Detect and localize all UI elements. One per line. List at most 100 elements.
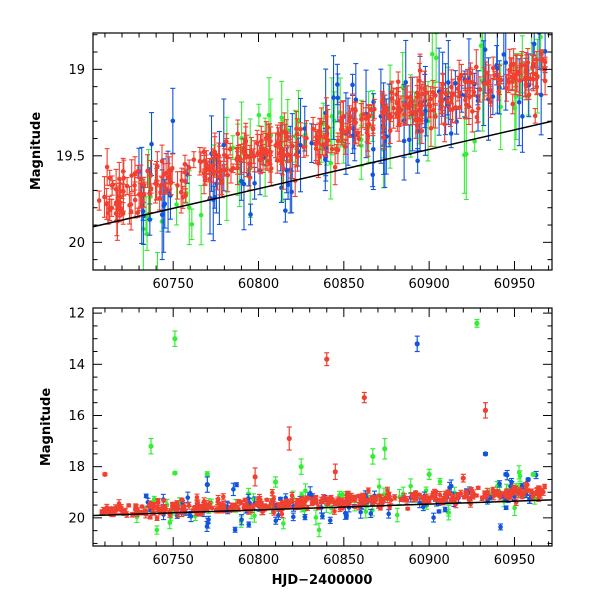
point-marker — [387, 128, 393, 134]
point-marker — [497, 481, 502, 487]
data-point-red — [513, 69, 519, 88]
data-point-red — [109, 198, 115, 217]
data-point-red — [264, 497, 270, 503]
point-marker — [220, 179, 225, 184]
data-point-green — [280, 517, 286, 530]
point-marker — [511, 61, 516, 67]
data-point-red — [370, 119, 376, 137]
data-point-red — [481, 67, 487, 101]
point-marker — [384, 105, 390, 111]
data-point-red — [206, 163, 212, 176]
point-marker — [516, 99, 522, 105]
data-point-blue — [503, 505, 509, 511]
point-marker — [162, 201, 168, 207]
point-marker — [149, 141, 154, 147]
point-marker — [168, 193, 173, 198]
point-marker — [159, 158, 165, 164]
point-marker — [174, 202, 179, 207]
data-point-red — [389, 82, 395, 103]
point-marker — [258, 151, 263, 157]
point-marker — [147, 217, 153, 222]
data-point-red — [101, 176, 107, 218]
point-marker — [302, 126, 308, 131]
point-marker — [523, 67, 529, 72]
point-marker — [303, 488, 308, 494]
point-marker — [453, 81, 458, 86]
point-marker — [433, 114, 438, 119]
point-marker — [457, 90, 463, 95]
data-point-red — [534, 78, 540, 96]
data-point-red — [161, 163, 167, 186]
point-marker — [358, 509, 363, 515]
data-point-blue — [386, 509, 392, 519]
point-marker — [328, 160, 334, 166]
point-marker — [388, 114, 394, 120]
data-point-red — [298, 122, 304, 136]
data-point-red — [99, 509, 105, 515]
point-marker — [320, 142, 325, 148]
point-marker — [145, 168, 150, 174]
trend-line — [93, 120, 552, 228]
data-point-red — [430, 79, 436, 105]
point-marker — [301, 144, 307, 150]
point-marker — [147, 515, 153, 520]
data-point-red — [227, 142, 233, 156]
point-marker — [174, 500, 180, 506]
data-point-red — [268, 132, 274, 173]
point-marker — [468, 486, 474, 492]
point-marker — [294, 131, 300, 137]
point-marker — [320, 513, 325, 519]
point-marker — [264, 497, 270, 503]
data-point-red — [422, 70, 428, 108]
data-point-green — [437, 477, 443, 485]
data-point-red — [279, 140, 285, 165]
point-marker — [295, 154, 300, 159]
point-marker — [472, 139, 477, 144]
point-marker — [495, 76, 501, 82]
point-marker — [476, 106, 481, 111]
data-point-red — [457, 75, 463, 110]
point-marker — [279, 150, 284, 156]
point-marker — [352, 497, 357, 503]
point-marker — [428, 96, 433, 102]
data-point-red — [104, 148, 110, 186]
point-marker — [135, 210, 141, 216]
point-marker — [153, 181, 158, 186]
point-marker — [442, 121, 447, 127]
data-point-red — [380, 94, 386, 135]
data-point-red — [115, 185, 121, 217]
point-marker — [215, 169, 220, 175]
point-marker — [332, 118, 337, 124]
data-point-green — [316, 522, 322, 538]
point-marker — [381, 135, 386, 140]
point-marker — [234, 156, 239, 162]
point-marker — [166, 167, 172, 173]
point-marker — [132, 197, 138, 203]
data-point-red — [285, 145, 291, 164]
point-marker — [498, 524, 503, 530]
point-marker — [531, 61, 536, 66]
point-marker — [298, 142, 303, 148]
point-marker — [490, 65, 496, 71]
point-marker — [426, 102, 432, 107]
data-point-red — [135, 164, 141, 178]
point-marker — [448, 483, 454, 489]
data-point-green — [313, 509, 319, 526]
data-point-red — [417, 53, 423, 88]
point-marker — [198, 212, 204, 218]
data-point-blue — [403, 39, 409, 125]
data-point-blue — [350, 73, 356, 96]
point-marker — [285, 152, 290, 157]
data-point-green — [189, 208, 195, 241]
point-marker — [329, 146, 335, 152]
point-marker — [429, 51, 435, 57]
data-point-blue — [282, 198, 288, 223]
ticks-top: 60750 60800 60850 60900 60950 19 19.5 20 — [56, 33, 552, 292]
data-point-blue — [185, 491, 191, 504]
point-marker — [364, 130, 370, 136]
data-point-red — [477, 76, 483, 103]
point-marker — [408, 483, 414, 489]
point-marker — [437, 498, 442, 504]
point-marker — [325, 138, 331, 143]
data-point-blue — [422, 65, 428, 156]
